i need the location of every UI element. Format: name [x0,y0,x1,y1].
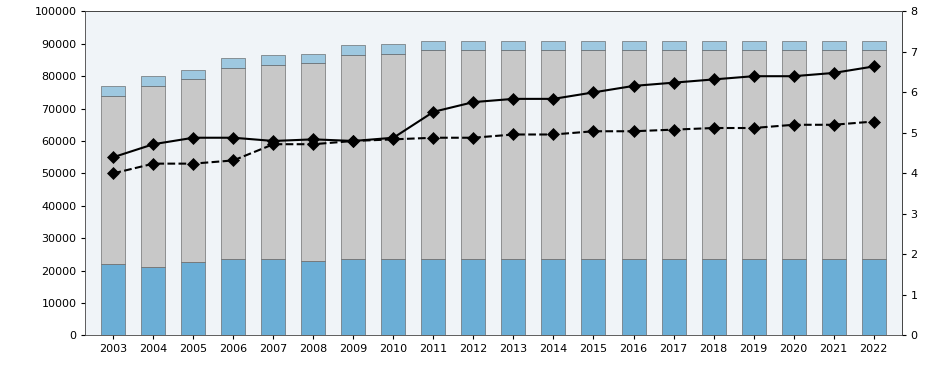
Bar [461,259,486,335]
Bar [501,259,526,335]
Bar [261,259,286,335]
Bar [661,40,685,50]
Bar [661,259,685,335]
Bar [261,65,286,259]
Bar [221,259,246,335]
Bar [782,50,806,259]
Bar [501,50,526,259]
Bar [342,55,365,259]
Bar [102,86,125,96]
Bar [421,259,445,335]
Bar [302,63,326,261]
Bar [862,40,885,50]
Bar [141,86,165,267]
Bar [582,50,605,259]
Bar [701,50,726,259]
Bar [181,263,205,335]
Bar [381,44,405,53]
Bar [741,259,766,335]
Bar [261,55,286,65]
Bar [741,40,766,50]
Bar [582,40,605,50]
Bar [822,40,846,50]
Bar [582,259,605,335]
Bar [822,50,846,259]
Bar [421,40,445,50]
Bar [102,264,125,335]
Bar [661,50,685,259]
Bar [381,259,405,335]
Bar [741,50,766,259]
Bar [181,70,205,79]
Bar [461,40,486,50]
Bar [421,50,445,259]
Bar [822,259,846,335]
Bar [501,40,526,50]
Bar [542,259,566,335]
Bar [302,261,326,335]
Bar [622,259,645,335]
Bar [701,259,726,335]
Bar [782,40,806,50]
Bar [141,76,165,86]
Bar [542,50,566,259]
Bar [622,50,645,259]
Bar [381,53,405,259]
Bar [342,45,365,55]
Bar [141,267,165,335]
Bar [342,259,365,335]
Bar [862,259,885,335]
Bar [782,259,806,335]
Bar [302,53,326,63]
Bar [181,79,205,263]
Bar [622,40,645,50]
Bar [102,96,125,264]
Bar [701,40,726,50]
Bar [862,50,885,259]
Bar [221,58,246,68]
Bar [221,68,246,259]
Bar [461,50,486,259]
Bar [542,40,566,50]
